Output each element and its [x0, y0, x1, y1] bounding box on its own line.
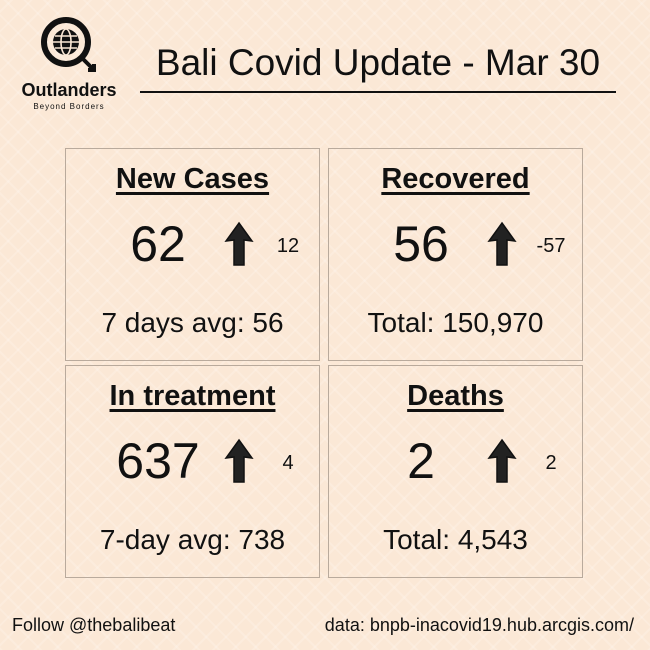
up-arrow	[224, 438, 254, 483]
card-value: 637	[116, 433, 200, 489]
card-value: 62	[130, 216, 186, 272]
follow-text: Follow @thebalibeat	[12, 615, 176, 635]
card-value: 2	[407, 433, 435, 489]
card-footer: Total: 150,970	[367, 307, 544, 338]
up-arrow	[487, 221, 517, 266]
up-arrow	[224, 221, 254, 266]
logo-icon	[41, 17, 96, 72]
card-footer: 7-day avg: 738	[99, 524, 286, 555]
card-footer: 7 days avg: 56	[101, 307, 284, 338]
up-arrow	[487, 438, 517, 483]
card-change: 2	[545, 452, 557, 474]
card-heading: Recovered	[381, 163, 530, 195]
stat-card: Deaths 2 2 Total: 4,543	[328, 365, 583, 578]
source-text: data: bnpb-inacovid19.hub.arcgis.com/	[324, 615, 634, 635]
card-heading: New Cases	[115, 163, 270, 195]
stat-card: In treatment 637 4 7-day avg: 738	[65, 365, 320, 578]
logo-tagline: Beyond Borders	[33, 102, 105, 111]
card-change: 12	[276, 235, 300, 257]
card-heading: Deaths	[407, 380, 504, 412]
card-heading: In treatment	[109, 380, 276, 412]
card-change: -57	[536, 235, 566, 257]
title-rule	[140, 91, 616, 93]
logo-name: Outlanders	[21, 80, 117, 100]
stat-card: New Cases 62 12 7 days avg: 56	[65, 148, 320, 361]
card-value: 56	[393, 216, 449, 272]
title: Bali Covid Update - Mar 30	[155, 42, 601, 83]
card-footer: Total: 4,543	[383, 524, 528, 555]
card-change: 4	[282, 452, 294, 474]
stat-card: Recovered 56 -57 Total: 150,970	[328, 148, 583, 361]
